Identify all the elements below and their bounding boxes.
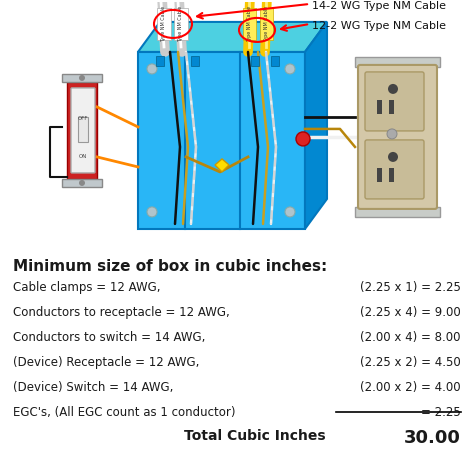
Polygon shape	[138, 22, 327, 52]
Bar	[389, 100, 394, 114]
Text: Conductors to switch = 14 AWG,: Conductors to switch = 14 AWG,	[13, 331, 206, 344]
Bar	[62, 74, 102, 82]
Circle shape	[387, 129, 397, 139]
Circle shape	[285, 64, 295, 74]
FancyBboxPatch shape	[71, 88, 95, 173]
Bar	[355, 57, 440, 67]
FancyBboxPatch shape	[243, 8, 256, 40]
Text: (2.25 x 4) = 9.00: (2.25 x 4) = 9.00	[360, 306, 461, 319]
Circle shape	[388, 84, 398, 94]
FancyBboxPatch shape	[174, 8, 188, 40]
Polygon shape	[215, 159, 229, 172]
FancyBboxPatch shape	[358, 65, 437, 209]
Text: 30.00: 30.00	[404, 429, 461, 447]
Polygon shape	[305, 22, 327, 229]
Text: Total Cubic Inches: Total Cubic Inches	[184, 429, 326, 443]
Bar	[389, 168, 394, 182]
Text: ON: ON	[79, 155, 87, 159]
Text: Cable clamps = 12 AWG,: Cable clamps = 12 AWG,	[13, 281, 161, 294]
Text: EGC's, (All EGC count as 1 conductor): EGC's, (All EGC count as 1 conductor)	[13, 406, 236, 419]
Text: (2.25 x 1) = 2.25: (2.25 x 1) = 2.25	[360, 281, 461, 294]
Bar	[191, 56, 199, 66]
Text: Type NM Cable: Type NM Cable	[247, 6, 253, 42]
Text: (2.00 x 4) = 8.00: (2.00 x 4) = 8.00	[360, 331, 461, 344]
Circle shape	[79, 75, 85, 81]
FancyBboxPatch shape	[365, 140, 424, 199]
Circle shape	[296, 132, 310, 146]
FancyBboxPatch shape	[365, 72, 424, 131]
FancyBboxPatch shape	[260, 8, 273, 40]
Bar	[67, 82, 97, 179]
Bar	[377, 168, 382, 182]
Bar	[355, 207, 440, 217]
Text: Type NM Cable: Type NM Cable	[179, 6, 183, 42]
Text: (2.25 x 2) = 4.50: (2.25 x 2) = 4.50	[360, 356, 461, 369]
Bar	[62, 179, 102, 187]
FancyBboxPatch shape	[157, 8, 171, 40]
Circle shape	[79, 180, 85, 186]
Text: = 2.25: = 2.25	[421, 406, 461, 419]
Text: Type NM Cable: Type NM Cable	[264, 6, 270, 42]
Polygon shape	[138, 52, 305, 229]
Circle shape	[147, 64, 157, 74]
Text: OFF: OFF	[78, 117, 88, 121]
Bar	[156, 56, 164, 66]
Text: (2.00 x 2) = 4.00: (2.00 x 2) = 4.00	[360, 381, 461, 394]
Circle shape	[147, 207, 157, 217]
Text: (Device) Switch = 14 AWG,: (Device) Switch = 14 AWG,	[13, 381, 174, 394]
Bar	[251, 56, 259, 66]
Text: 12-2 WG Type NM Cable: 12-2 WG Type NM Cable	[312, 21, 446, 31]
Bar	[78, 117, 88, 142]
Text: Minimum size of box in cubic inches:: Minimum size of box in cubic inches:	[13, 259, 328, 274]
Text: 14-2 WG Type NM Cable: 14-2 WG Type NM Cable	[312, 1, 446, 11]
Text: Conductors to receptacle = 12 AWG,: Conductors to receptacle = 12 AWG,	[13, 306, 230, 319]
Bar	[271, 56, 279, 66]
Bar	[377, 100, 382, 114]
Text: Type NM Cable: Type NM Cable	[162, 6, 166, 42]
Circle shape	[285, 207, 295, 217]
Text: (Device) Receptacle = 12 AWG,: (Device) Receptacle = 12 AWG,	[13, 356, 200, 369]
Circle shape	[388, 152, 398, 162]
